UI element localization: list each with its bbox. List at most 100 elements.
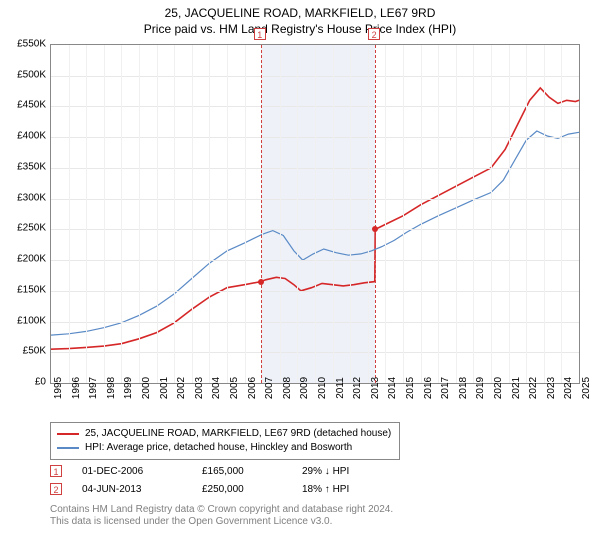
marker-line [261, 45, 262, 383]
y-axis-label: £450K [4, 100, 46, 111]
x-gridline [245, 45, 246, 383]
x-gridline [227, 45, 228, 383]
transaction-date: 01-DEC-2006 [82, 466, 202, 477]
x-gridline [192, 45, 193, 383]
x-axis-label: 2015 [405, 377, 416, 399]
x-axis-label: 2025 [581, 377, 592, 399]
transaction-price: £165,000 [202, 466, 302, 477]
x-gridline [157, 45, 158, 383]
x-gridline [473, 45, 474, 383]
y-axis-label: £200K [4, 254, 46, 265]
x-axis-label: 2001 [159, 377, 170, 399]
x-gridline [421, 45, 422, 383]
x-gridline [139, 45, 140, 383]
x-axis-label: 1996 [71, 377, 82, 399]
x-gridline [456, 45, 457, 383]
x-axis-label: 1999 [123, 377, 134, 399]
x-axis-label: 2024 [563, 377, 574, 399]
x-axis-label: 2018 [458, 377, 469, 399]
legend-swatch [57, 447, 79, 449]
legend-label: HPI: Average price, detached house, Hinc… [85, 441, 352, 455]
x-gridline [438, 45, 439, 383]
x-axis-label: 1998 [106, 377, 117, 399]
y-axis-label: £100K [4, 315, 46, 326]
x-axis-label: 2003 [194, 377, 205, 399]
y-axis-label: £0 [4, 377, 46, 388]
transaction-delta: 29% ↓ HPI [302, 466, 402, 477]
x-axis-label: 2005 [229, 377, 240, 399]
x-gridline [561, 45, 562, 383]
x-axis-label: 2008 [282, 377, 293, 399]
x-gridline [69, 45, 70, 383]
y-axis-label: £150K [4, 284, 46, 295]
x-axis-label: 2004 [211, 377, 222, 399]
x-gridline [385, 45, 386, 383]
x-gridline [403, 45, 404, 383]
x-axis-label: 2023 [546, 377, 557, 399]
y-axis-label: £550K [4, 39, 46, 50]
x-gridline [262, 45, 263, 383]
x-gridline [297, 45, 298, 383]
x-axis-label: 2012 [352, 377, 363, 399]
y-axis-label: £400K [4, 131, 46, 142]
x-gridline [104, 45, 105, 383]
transaction-row: 1 01-DEC-2006£165,00029% ↓ HPI [50, 462, 402, 480]
transaction-delta: 18% ↑ HPI [302, 484, 402, 495]
y-axis-label: £250K [4, 223, 46, 234]
legend-item: 25, JACQUELINE ROAD, MARKFIELD, LE67 9RD… [57, 427, 393, 441]
x-axis-label: 2016 [423, 377, 434, 399]
x-axis-label: 2017 [440, 377, 451, 399]
x-gridline [526, 45, 527, 383]
x-axis-label: 2010 [317, 377, 328, 399]
x-axis-label: 1995 [53, 377, 64, 399]
x-axis-label: 2014 [387, 377, 398, 399]
x-axis-label: 2020 [493, 377, 504, 399]
chart-title: 25, JACQUELINE ROAD, MARKFIELD, LE67 9RD [0, 0, 600, 20]
y-axis-label: £50K [4, 346, 46, 357]
footnote-line: Contains HM Land Registry data © Crown c… [50, 504, 393, 516]
marker-box: 1 [254, 28, 266, 40]
x-gridline [209, 45, 210, 383]
x-axis-label: 2011 [335, 377, 346, 399]
x-axis-label: 2019 [475, 377, 486, 399]
data-point-dot [372, 226, 378, 232]
data-point-dot [258, 279, 264, 285]
legend: 25, JACQUELINE ROAD, MARKFIELD, LE67 9RD… [50, 422, 400, 460]
x-axis-label: 1997 [88, 377, 99, 399]
y-axis-label: £500K [4, 69, 46, 80]
y-axis-label: £300K [4, 192, 46, 203]
x-axis-label: 2000 [141, 377, 152, 399]
transactions-table: 1 01-DEC-2006£165,00029% ↓ HPI 2 04-JUN-201… [50, 462, 402, 498]
x-gridline [121, 45, 122, 383]
chart-subtitle: Price paid vs. HM Land Registry's House … [0, 20, 600, 36]
legend-item: HPI: Average price, detached house, Hinc… [57, 441, 393, 455]
x-axis-label: 2022 [528, 377, 539, 399]
chart-plot-area [50, 44, 580, 384]
x-axis-label: 2021 [511, 377, 522, 399]
x-gridline [368, 45, 369, 383]
x-axis-label: 2007 [264, 377, 275, 399]
x-axis-label: 2009 [299, 377, 310, 399]
transaction-marker: 2 [50, 483, 62, 495]
legend-swatch [57, 433, 79, 435]
transaction-marker: 1 [50, 465, 62, 477]
x-gridline [86, 45, 87, 383]
x-axis-label: 2013 [370, 377, 381, 399]
transaction-row: 2 04-JUN-2013£250,00018% ↑ HPI [50, 480, 402, 498]
footnote: Contains HM Land Registry data © Crown c… [50, 504, 393, 528]
marker-box: 2 [368, 28, 380, 40]
chart-container: 25, JACQUELINE ROAD, MARKFIELD, LE67 9RD… [0, 0, 600, 560]
transaction-date: 04-JUN-2013 [82, 484, 202, 495]
x-gridline [333, 45, 334, 383]
x-axis-label: 2006 [247, 377, 258, 399]
transaction-price: £250,000 [202, 484, 302, 495]
x-gridline [509, 45, 510, 383]
x-gridline [174, 45, 175, 383]
y-axis-label: £350K [4, 161, 46, 172]
legend-label: 25, JACQUELINE ROAD, MARKFIELD, LE67 9RD… [85, 427, 391, 441]
x-gridline [350, 45, 351, 383]
x-gridline [491, 45, 492, 383]
footnote-line: This data is licensed under the Open Gov… [50, 516, 393, 528]
marker-line [375, 45, 376, 383]
x-axis-label: 2002 [176, 377, 187, 399]
